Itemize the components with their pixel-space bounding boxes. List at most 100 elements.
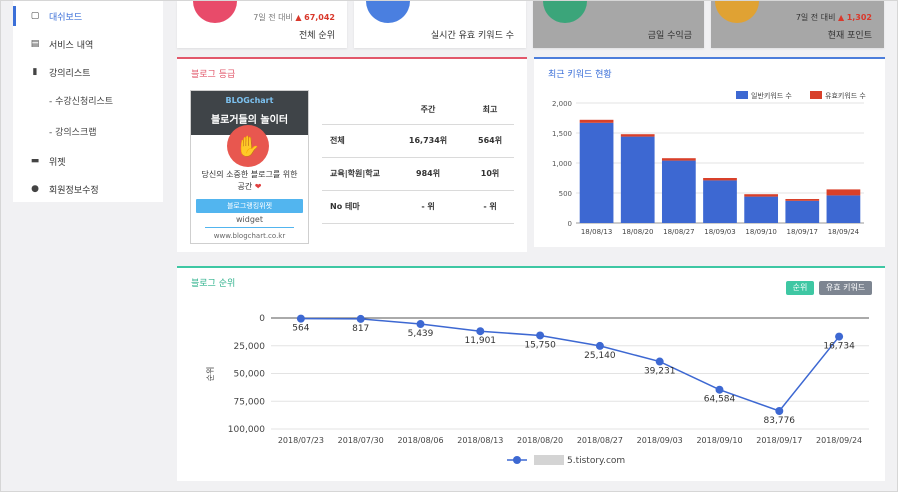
x-tick-label: 2018/07/23 xyxy=(278,436,324,445)
stat-card-change-value: 1,302 xyxy=(846,13,872,22)
x-tick-label: 18/09/24 xyxy=(828,228,860,236)
stat-card-change-label: 7일 전 대비 xyxy=(795,13,836,22)
divider xyxy=(205,227,294,228)
table-cell-best: - 위 xyxy=(466,190,514,224)
sidebar-item-label: 서비스 내역 xyxy=(49,40,94,51)
y-tick-label: 50,000 xyxy=(234,370,266,380)
sidebar-item-label: 강의리스트 xyxy=(49,68,91,79)
data-point[interactable] xyxy=(715,385,724,394)
stat-card-change: 7일 전 대비 ▲ 1,302 xyxy=(796,12,872,23)
blogchart-logo: BLOGchart xyxy=(225,96,274,105)
monitor-icon: ▢ xyxy=(30,11,40,21)
sidebar-item-lecture-list[interactable]: ▮ 강의리스트 xyxy=(13,62,163,82)
data-label: 83,776 xyxy=(764,416,796,426)
data-label: 5,439 xyxy=(408,329,434,339)
table-cell-category: 전체 xyxy=(322,124,390,158)
x-tick-label: 18/09/03 xyxy=(704,228,735,236)
valid-keyword-tab-button[interactable]: 유효 키워드 xyxy=(819,281,872,295)
bar-segment xyxy=(826,189,861,196)
stat-card-change-value: 67,042 xyxy=(304,13,335,22)
y-tick-label: 1,000 xyxy=(552,160,572,168)
x-tick-label: 2018/07/30 xyxy=(338,436,384,445)
x-tick-label: 2018/09/24 xyxy=(816,436,862,445)
arrow-up-icon: ▲ xyxy=(295,13,302,22)
table-cell-weekly: 984위 xyxy=(390,157,467,191)
legend-swatch xyxy=(810,91,822,99)
sidebar-item-label: - 강의스크랩 xyxy=(49,127,97,138)
blog-ranking-widget-button[interactable]: 블로그랭킹위젯 xyxy=(196,199,303,213)
widget-slogan: 블로거들의 놀이터 xyxy=(210,115,289,126)
table-row: 전체 16,734위 564위 xyxy=(322,124,514,158)
sidebar-item-member-info[interactable]: ● 회원정보수정 xyxy=(13,179,163,199)
stat-card-points: 7일 전 대비 ▲ 1,302 현재 포인트 xyxy=(711,1,884,48)
revenue-icon xyxy=(543,1,587,23)
sidebar-item-enrollment-list[interactable]: - 수강신청리스트 xyxy=(13,90,163,110)
widget-message: 당신의 소중한 블로그를 위한 공간 ❤ xyxy=(197,169,302,193)
sidebar-item-label: 대쉬보드 xyxy=(49,12,83,23)
legend-marker xyxy=(513,456,521,464)
blog-ranking-panel: 블로그 순위 순위 유효 키워드 0 25,000 50,000 75,000 100,… xyxy=(177,266,885,481)
book-icon: ▮ xyxy=(32,67,38,77)
data-point[interactable] xyxy=(655,357,664,366)
redacted-blur xyxy=(534,455,564,465)
x-tick-label: 2018/08/20 xyxy=(517,436,563,445)
data-point[interactable] xyxy=(595,341,604,350)
rank-tab-button[interactable]: 순위 xyxy=(786,281,814,295)
bar-segment xyxy=(661,158,696,161)
x-tick-label: 18/08/13 xyxy=(581,228,612,236)
blogchart-widget[interactable]: BLOGchart 블로거들의 놀이터 ✋ 당신의 소중한 블로그를 위한 공간… xyxy=(190,90,309,244)
bar-segment xyxy=(744,194,779,197)
data-label: 39,231 xyxy=(644,367,676,377)
panel-title: 블로그 순위 xyxy=(191,279,236,289)
widget-icon: ▬ xyxy=(30,156,40,166)
widget-label: widget xyxy=(236,215,263,224)
bar-segment xyxy=(785,200,820,223)
stat-card-label: 금일 수익금 xyxy=(647,31,692,41)
sidebar-item-label: 회원정보수정 xyxy=(49,185,99,196)
table-cell-category: No 테마 xyxy=(322,190,390,224)
x-tick-label: 2018/08/27 xyxy=(577,436,623,445)
rank-icon xyxy=(193,1,237,23)
data-point[interactable] xyxy=(476,327,485,336)
coin-icon xyxy=(715,1,759,23)
legend-swatch xyxy=(736,91,748,99)
data-point[interactable] xyxy=(835,332,844,341)
y-tick-label: 500 xyxy=(559,190,572,198)
x-tick-label: 2018/09/03 xyxy=(637,436,683,445)
sidebar-item-label: 위젯 xyxy=(49,157,66,168)
bar-segment xyxy=(579,122,614,223)
sidebar-item-widget[interactable]: ▬ 위젯 xyxy=(13,151,163,171)
list-icon: ▤ xyxy=(30,39,40,49)
table-cell-weekly: - 위 xyxy=(390,190,467,224)
data-point[interactable] xyxy=(416,320,425,329)
table-header-best: 최고 xyxy=(466,96,514,125)
ranking-line-chart: 0 25,000 50,000 75,000 100,000 순위 2018/07/23 20… xyxy=(206,314,869,466)
data-point[interactable] xyxy=(296,314,305,323)
data-label: 64,584 xyxy=(704,395,736,405)
stat-card-label: 현재 포인트 xyxy=(827,31,872,41)
sidebar-item-lecture-scrap[interactable]: - 강의스크랩 xyxy=(13,121,163,141)
sidebar-item-label: - 수강신청리스트 xyxy=(49,96,114,107)
legend-label: 일반키워드 수 xyxy=(751,91,792,100)
data-point[interactable] xyxy=(356,314,365,323)
stat-card-label: 전체 순위 xyxy=(299,31,335,41)
table-cell-best: 10위 xyxy=(466,157,514,191)
table-header-row: 주간 최고 xyxy=(322,96,514,125)
sidebar-item-dashboard[interactable]: ▢ 대쉬보드 xyxy=(13,6,163,26)
stat-card-change: 7일 전 대비 ▲ 67,042 xyxy=(253,12,335,23)
x-tick-label: 2018/08/06 xyxy=(397,436,443,445)
heart-icon: ❤ xyxy=(254,182,262,191)
sidebar: ▢ 대쉬보드 ▤ 서비스 내역 ▮ 강의리스트 - 수강신청리스트 - 강의스크… xyxy=(13,1,163,202)
keyword-bar-chart: 0 500 1,000 1,500 2,000 18/08/13 18/08/20 18/08… xyxy=(552,91,866,236)
sidebar-item-service-history[interactable]: ▤ 서비스 내역 xyxy=(13,34,163,54)
table-cell-best: 564위 xyxy=(466,124,514,158)
data-point[interactable] xyxy=(536,331,545,340)
data-label: 11,901 xyxy=(465,336,497,346)
keyword-icon xyxy=(366,1,410,23)
bar-segment xyxy=(703,180,737,223)
widget-url: www.blogchart.co.kr xyxy=(213,232,286,240)
stat-card-total-rank: 7일 전 대비 ▲ 67,042 전체 순위 xyxy=(177,1,347,48)
data-point[interactable] xyxy=(775,406,784,415)
bar-segment xyxy=(661,160,696,223)
